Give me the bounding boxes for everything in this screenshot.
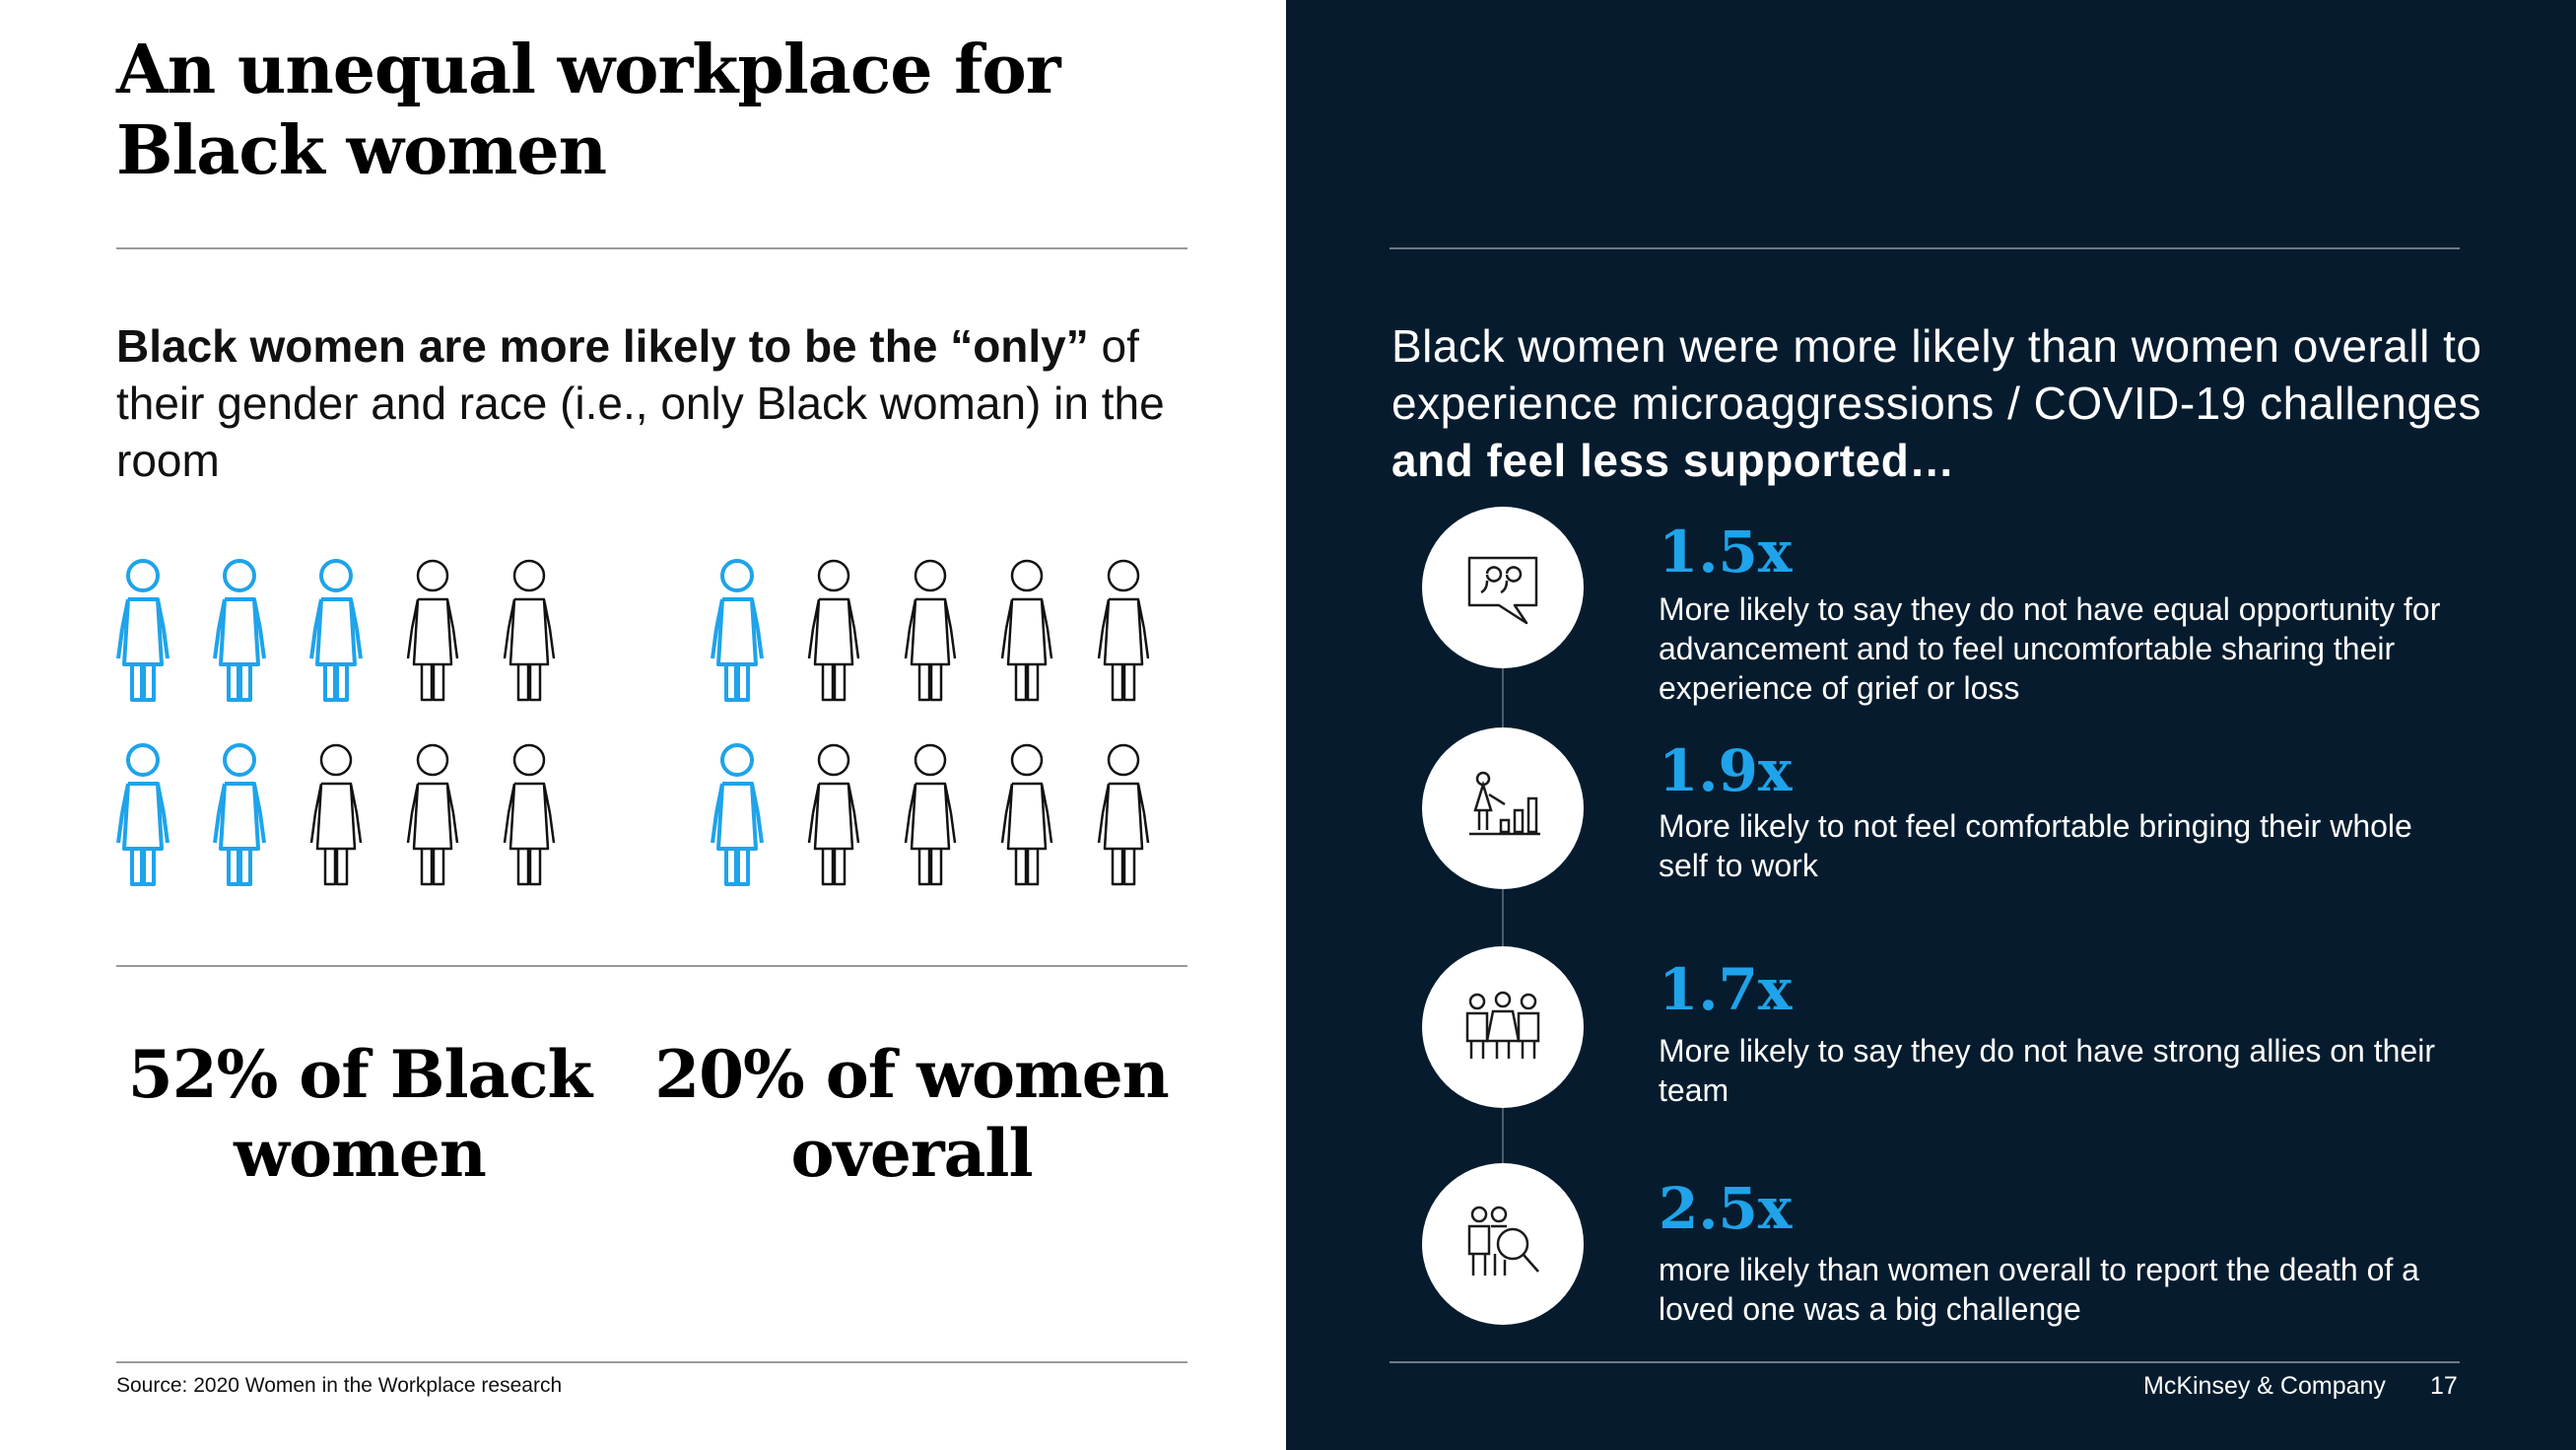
stats-divider xyxy=(116,965,1187,967)
left-panel: An unequal workplace for Black women Bla… xyxy=(0,0,1286,1450)
woman-figure-icon xyxy=(703,736,772,904)
item-2-multiplier: 1.9x xyxy=(1659,737,1793,804)
woman-figure-icon xyxy=(495,736,564,904)
timeline-connector xyxy=(1502,591,1504,1281)
woman-figure-icon xyxy=(896,552,965,720)
person-bar-chart-icon xyxy=(1469,771,1540,836)
item-2-icon-circle xyxy=(1422,727,1584,889)
woman-figure-icon xyxy=(398,552,467,720)
right-heading: Black women were more likely than women … xyxy=(1391,317,2515,489)
stat-women-overall: 20% of women overall xyxy=(654,1036,1170,1192)
title-divider xyxy=(116,247,1187,249)
item-3-icon-circle xyxy=(1422,946,1584,1108)
speech-bubble-quote-icon xyxy=(1467,556,1538,625)
item-3-description: More likely to say they do not have stro… xyxy=(1659,1033,2435,1108)
woman-figure-icon xyxy=(896,736,965,904)
item-1-multiplier: 1.5x xyxy=(1659,518,1793,586)
stat-black-women: 52% of Black women xyxy=(127,1036,592,1192)
woman-figure-icon xyxy=(799,736,868,904)
lead-rest: of their gender and race (i.e., only Bla… xyxy=(116,320,1165,486)
item-4-description: more likely than women overall to report… xyxy=(1659,1252,2419,1327)
page-title: An unequal workplace for Black women xyxy=(116,31,1061,190)
people-magnifier-icon xyxy=(1467,1206,1539,1276)
page-number: 17 xyxy=(2430,1372,2458,1400)
woman-figure-icon xyxy=(703,552,772,720)
woman-figure-icon xyxy=(495,552,564,720)
heading-plain: Black women were more likely than women … xyxy=(1391,320,2482,429)
woman-figure-icon xyxy=(398,736,467,904)
left-lead-text: Black women are more likely to be the “o… xyxy=(116,317,1200,489)
item-1-description: More likely to say they do not have equa… xyxy=(1659,591,2441,706)
woman-figure-icon xyxy=(205,552,274,720)
woman-figure-icon xyxy=(108,736,177,904)
right-footer-divider xyxy=(1390,1361,2460,1363)
right-title-divider xyxy=(1390,247,2460,249)
item-4-icon-circle xyxy=(1422,1163,1584,1325)
woman-figure-icon xyxy=(1089,736,1158,904)
heading-bold: and feel less supported… xyxy=(1391,435,1955,486)
woman-figure-icon xyxy=(108,552,177,720)
woman-figure-icon xyxy=(205,736,274,904)
item-4-multiplier: 2.5x xyxy=(1659,1175,1793,1242)
woman-figure-icon xyxy=(302,552,371,720)
team-people-icon xyxy=(1465,991,1540,1059)
footer-divider xyxy=(116,1361,1187,1363)
woman-figure-icon xyxy=(1089,552,1158,720)
source-note: Source: 2020 Women in the Workplace rese… xyxy=(116,1374,563,1397)
lead-bold: Black women are more likely to be the “o… xyxy=(116,320,1089,372)
item-2-description: More likely to not feel comfortable brin… xyxy=(1659,808,2412,883)
item-1-icon-circle xyxy=(1422,507,1584,668)
footer-brand: McKinsey & Company xyxy=(2143,1372,2386,1400)
woman-figure-icon xyxy=(799,552,868,720)
item-3-multiplier: 1.7x xyxy=(1659,956,1793,1023)
woman-figure-icon xyxy=(992,736,1061,904)
woman-figure-icon xyxy=(302,736,371,904)
woman-figure-icon xyxy=(992,552,1061,720)
